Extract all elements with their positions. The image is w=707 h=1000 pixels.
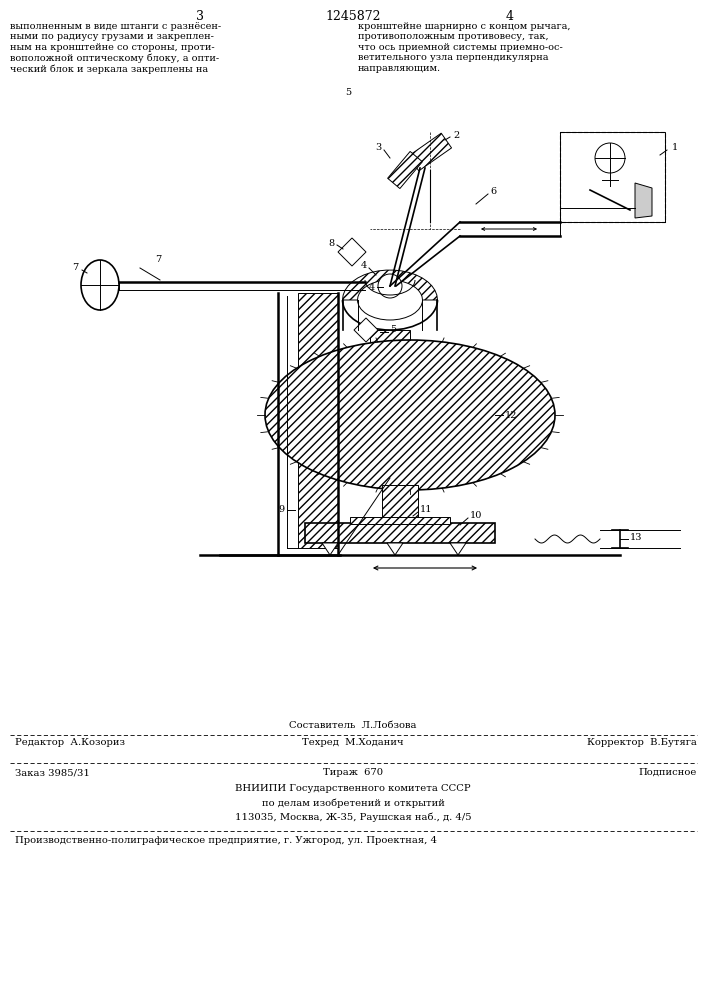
Text: Корректор  В.Бутяга: Корректор В.Бутяга bbox=[587, 738, 697, 747]
Text: Составитель  Л.Лобзова: Составитель Л.Лобзова bbox=[289, 721, 416, 730]
Text: кронштейне шарнирно с концом рычага,
противоположным противовесу, так,
что ось п: кронштейне шарнирно с концом рычага, про… bbox=[358, 22, 571, 73]
Text: Тираж  670: Тираж 670 bbox=[323, 768, 383, 777]
Text: 13: 13 bbox=[630, 532, 643, 542]
Polygon shape bbox=[342, 270, 438, 300]
Bar bbox=[560, 132, 665, 222]
Text: 1245872: 1245872 bbox=[325, 10, 381, 23]
Bar bbox=[305, 523, 495, 543]
Text: 3: 3 bbox=[196, 10, 204, 23]
Text: 10: 10 bbox=[470, 512, 482, 520]
Text: 113035, Москва, Ж-35, Раушская наб., д. 4/5: 113035, Москва, Ж-35, Раушская наб., д. … bbox=[235, 812, 472, 822]
Ellipse shape bbox=[265, 340, 555, 490]
Text: 8: 8 bbox=[329, 238, 335, 247]
Text: 12: 12 bbox=[505, 410, 518, 420]
Bar bbox=[560, 132, 665, 222]
Polygon shape bbox=[635, 183, 652, 218]
Text: 4: 4 bbox=[506, 10, 514, 23]
Polygon shape bbox=[338, 238, 366, 266]
Text: 5: 5 bbox=[345, 88, 351, 97]
Polygon shape bbox=[354, 318, 378, 342]
Text: 7: 7 bbox=[155, 255, 161, 264]
Polygon shape bbox=[387, 151, 422, 189]
Circle shape bbox=[385, 281, 395, 291]
Text: 6: 6 bbox=[490, 188, 496, 196]
Text: 4: 4 bbox=[369, 282, 375, 292]
Text: 7: 7 bbox=[71, 263, 78, 272]
Text: по делам изобретений и открытий: по делам изобретений и открытий bbox=[262, 798, 445, 808]
Text: 4: 4 bbox=[361, 261, 367, 270]
Text: выполненным в виде штанги с разнёсен-
ными по радиусу грузами и закреплен-
ным н: выполненным в виде штанги с разнёсен- ны… bbox=[10, 22, 221, 74]
Circle shape bbox=[378, 274, 402, 298]
Polygon shape bbox=[450, 543, 466, 555]
Bar bbox=[298, 293, 338, 548]
Text: Подписное: Подписное bbox=[638, 768, 697, 777]
Text: 9: 9 bbox=[279, 506, 285, 514]
Text: 5: 5 bbox=[390, 326, 396, 334]
Bar bbox=[382, 485, 418, 523]
Text: 3: 3 bbox=[375, 143, 382, 152]
Text: 11: 11 bbox=[420, 506, 433, 514]
Text: 1: 1 bbox=[672, 143, 678, 152]
Polygon shape bbox=[409, 133, 452, 171]
Text: Производственно-полиграфическое предприятие, г. Ужгород, ул. Проектная, 4: Производственно-полиграфическое предприя… bbox=[15, 836, 437, 845]
Text: Заказ 3985/31: Заказ 3985/31 bbox=[15, 768, 90, 777]
Text: Редактор  А.Козориз: Редактор А.Козориз bbox=[15, 738, 125, 747]
Polygon shape bbox=[387, 543, 403, 555]
Text: ВНИИПИ Государственного комитета СССР: ВНИИПИ Государственного комитета СССР bbox=[235, 784, 471, 793]
Bar bbox=[350, 517, 450, 524]
Polygon shape bbox=[322, 543, 338, 555]
Text: 2: 2 bbox=[453, 130, 460, 139]
Text: Техред  М.Ходанич: Техред М.Ходанич bbox=[302, 738, 404, 747]
Bar bbox=[370, 330, 410, 385]
